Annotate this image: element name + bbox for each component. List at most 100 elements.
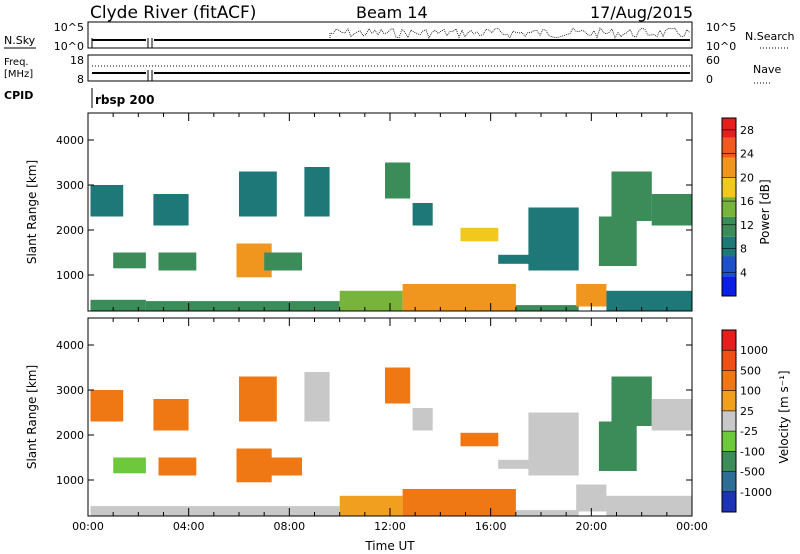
colorbar-tick-label: 100 (740, 385, 761, 398)
x-tick-label: 00:00 (676, 520, 708, 533)
scatter-patch (651, 399, 692, 431)
y-tick-label: 4000 (56, 134, 84, 147)
scatter-patch (412, 203, 433, 226)
velocity-x-axis: 00:00 04:00 08:00 12:00 16:00 20:00 00:00 (72, 318, 708, 533)
scatter-patch (528, 412, 579, 476)
colorbar-swatch (722, 431, 736, 452)
scatter-patch (515, 305, 579, 311)
scatter-patch (304, 372, 330, 422)
velocity-y-axis-label: Slant Range [km] (25, 365, 39, 469)
nave-tick-bottom: 0 (706, 73, 713, 86)
y-tick-label: 2000 (56, 224, 84, 237)
colorbar-swatch (722, 451, 736, 472)
colorbar-tick-label: 20 (740, 171, 754, 184)
scatter-patch (460, 227, 499, 242)
colorbar-frame (721, 117, 737, 297)
scatter-patch (498, 254, 531, 264)
nsearch-tick-bottom: 10^0 (706, 40, 736, 53)
scatter-patch (90, 390, 124, 422)
freq-unit-label: [MHz] (4, 69, 33, 80)
x-tick-label: 20:00 (575, 520, 607, 533)
colorbar-swatch (722, 256, 736, 277)
scatter-patch (239, 376, 277, 422)
nsky-label: N.Sky (4, 34, 36, 47)
scatter-patch (113, 252, 146, 269)
colorbar-swatch (722, 330, 736, 351)
scatter-patch (264, 457, 302, 476)
nsearch-line (329, 27, 691, 39)
title-beam: Beam 14 (356, 3, 428, 22)
scatter-patch (385, 162, 411, 199)
colorbar-frame (721, 329, 737, 513)
power-y-axis: 1000 2000 3000 4000 (56, 134, 692, 282)
velocity-panel: 1000 2000 3000 4000 00:00 04:00 08:00 12:00 16:… (25, 317, 791, 533)
colorbar-tick-label: -500 (740, 466, 765, 479)
y-tick-label: 3000 (56, 179, 84, 192)
x-tick-label: 04:00 (173, 520, 205, 533)
colorbar-tick-label: 8 (740, 243, 747, 256)
y-tick-label: 3000 (56, 384, 84, 397)
colorbar-swatch (722, 276, 736, 296)
velocity-y-axis: 1000 2000 3000 4000 (56, 339, 692, 487)
scatter-patch (145, 301, 340, 311)
colorbar-swatch (722, 177, 736, 198)
colorbar-swatch (722, 197, 736, 217)
scatter-patch (90, 506, 340, 516)
nsearch-label: N.Search (745, 30, 795, 43)
x-tick-label: 16:00 (475, 520, 507, 533)
power-x-axis (87, 113, 693, 311)
x-axis-label: Time UT (364, 539, 415, 553)
scatter-patch (158, 457, 197, 476)
velocity-data-cells (90, 367, 692, 517)
title-date: 17/Aug/2015 (590, 3, 693, 22)
nsky-strip-frame (87, 21, 693, 49)
colorbar-swatch (722, 350, 736, 371)
y-tick-label: 2000 (56, 429, 84, 442)
scatter-patch (339, 290, 403, 312)
nsky-trace (91, 27, 691, 48)
scatter-patch (606, 495, 692, 517)
scatter-patch (264, 252, 302, 271)
nave-tick-top: 60 (706, 54, 720, 67)
colorbar-swatch (722, 118, 736, 138)
scatter-patch (598, 216, 637, 266)
scatter-patch (611, 376, 652, 426)
scatter-patch (611, 171, 652, 221)
x-tick-label: 00:00 (72, 520, 104, 533)
colorbar-swatch (722, 157, 736, 178)
scatter-patch (113, 457, 146, 474)
velocity-colorbar-label: Velocity [m s⁻¹] (777, 370, 791, 463)
freq-trace (92, 65, 690, 81)
scatter-patch (90, 185, 124, 217)
x-tick-label: 12:00 (374, 520, 406, 533)
colorbar-tick-label: 4 (740, 266, 747, 279)
scatter-patch (304, 167, 330, 217)
colorbar-swatch (722, 137, 736, 158)
colorbar-swatch (722, 491, 736, 512)
colorbar-tick-label: -1000 (740, 486, 772, 499)
colorbar-tick-label: 12 (740, 219, 754, 232)
scatter-patch (576, 284, 607, 307)
scatter-patch (339, 495, 403, 517)
title-station: Clyde River (fitACF) (90, 3, 256, 23)
nave-label: Nave (753, 63, 781, 76)
freq-tick-bottom: 8 (77, 73, 84, 86)
scatter-patch (385, 367, 411, 404)
freq-strip-frame (87, 54, 693, 82)
scatter-patch (412, 408, 433, 431)
colorbar-swatch (722, 471, 736, 492)
cpid-label: CPID (4, 89, 33, 102)
y-tick-label: 1000 (56, 474, 84, 487)
scatter-patch (402, 284, 516, 311)
scatter-patch (460, 432, 499, 447)
freq-label: Freq. (4, 57, 29, 68)
y-tick-label: 4000 (56, 339, 84, 352)
cpid-value: rbsp 200 (95, 93, 154, 107)
scatter-patch (158, 252, 197, 271)
colorbar-swatch (722, 216, 736, 237)
scatter-patch (90, 299, 146, 312)
scatter-patch (606, 290, 692, 312)
power-data-cells (90, 162, 692, 312)
scatter-patch (598, 421, 637, 471)
